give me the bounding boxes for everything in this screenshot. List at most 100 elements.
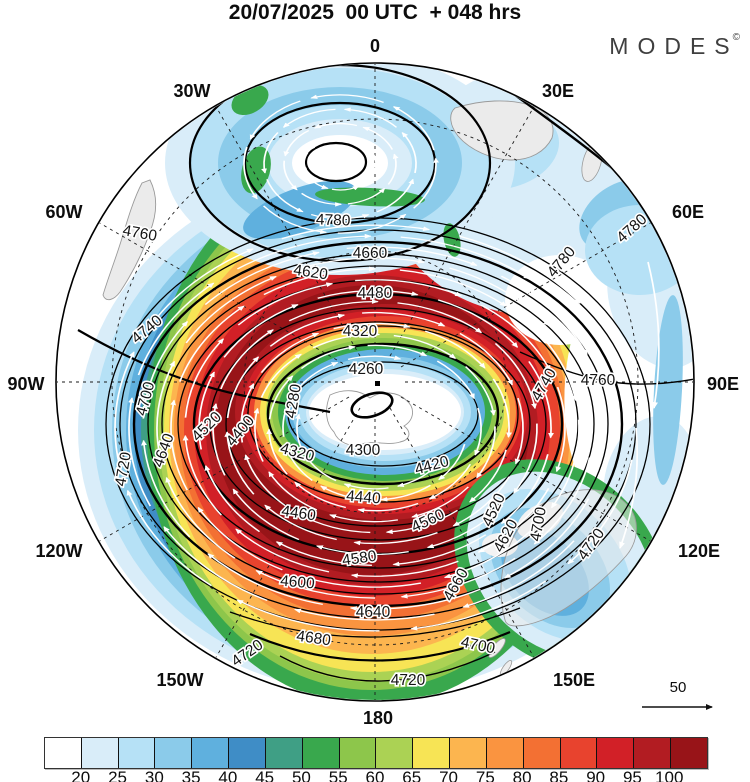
colorbar-tick: 100 — [655, 768, 684, 782]
streamline — [459, 332, 513, 386]
graticule-meridian — [400, 222, 651, 368]
contour-label: 4320 — [343, 323, 378, 340]
colorbar-tick: 50 — [291, 768, 311, 782]
colorbar-tick: 40 — [218, 768, 238, 782]
streamline — [346, 246, 478, 266]
streamline — [226, 356, 260, 418]
colorbar-tick: 35 — [181, 768, 201, 782]
height-contour — [266, 342, 500, 486]
longitude-label: 0 — [370, 36, 380, 56]
streamline — [452, 476, 510, 527]
contour-label: 4580 — [341, 548, 378, 570]
streamline — [300, 345, 356, 369]
streamline — [211, 403, 226, 476]
streamline — [236, 599, 380, 632]
streamline — [297, 361, 339, 390]
contour-label: 4720 — [391, 672, 426, 689]
streamline — [376, 178, 415, 213]
streamline — [480, 304, 551, 371]
map-boundary — [55, 62, 695, 702]
colorbar-tick: 30 — [144, 768, 164, 782]
longitude-label: 60E — [672, 202, 704, 222]
streamline — [503, 498, 590, 579]
colorbar-cell — [229, 738, 266, 768]
colorbar-tick: 60 — [365, 768, 385, 782]
streamline — [266, 428, 288, 475]
streamline — [399, 269, 507, 307]
colorbar-cell — [671, 738, 707, 768]
graticule-meridian — [215, 106, 361, 357]
colorbar-cell — [634, 738, 672, 768]
streamline — [337, 213, 407, 234]
streamline — [146, 248, 254, 330]
colorbar-tick: 55 — [328, 768, 348, 782]
brand-copyright: © — [732, 32, 740, 43]
height-contour — [279, 651, 496, 682]
colorbar-cell — [302, 738, 340, 768]
streamline — [424, 330, 486, 369]
streamline — [500, 454, 549, 524]
streamline — [263, 266, 376, 296]
streamline — [350, 560, 459, 579]
streamline — [266, 179, 304, 213]
streamline — [128, 397, 152, 507]
streamline — [331, 185, 360, 191]
streamline — [523, 319, 578, 402]
streamline — [362, 311, 446, 327]
colorbar-tick: 75 — [475, 768, 495, 782]
colorbar-tick: 45 — [255, 768, 275, 782]
contour-label: 4440 — [345, 488, 381, 508]
streamline — [142, 320, 188, 419]
streamline — [397, 302, 483, 334]
streamline — [249, 100, 301, 140]
east-blue-streak — [653, 295, 683, 485]
top-lobe-contour — [243, 101, 437, 225]
height-contour — [161, 265, 595, 583]
colorbar-cell — [376, 738, 414, 768]
streamline — [315, 545, 409, 556]
height-contour — [77, 329, 331, 414]
streamline — [410, 580, 547, 631]
height-contour — [132, 240, 624, 608]
streamline — [255, 570, 376, 599]
streamline — [385, 509, 459, 535]
top-lobe-green-patch — [315, 187, 425, 207]
height-contour — [247, 325, 519, 503]
contour-label: 4640 — [356, 604, 391, 621]
streamline — [114, 351, 135, 467]
contour-label: 4780 — [316, 211, 351, 229]
streamline — [469, 449, 507, 503]
streamline — [262, 205, 328, 234]
height-contour — [519, 351, 693, 385]
streamline — [179, 305, 245, 382]
streamline — [283, 160, 298, 191]
streamline — [156, 360, 176, 458]
streamline — [310, 214, 370, 220]
colorbar-cell — [118, 738, 156, 768]
streamline — [284, 444, 313, 481]
streamline — [165, 476, 236, 559]
streamline — [477, 488, 550, 553]
streamline — [513, 423, 538, 494]
streamline — [170, 399, 188, 491]
land-africa — [450, 100, 554, 161]
streamline — [459, 235, 581, 304]
streamline — [320, 485, 371, 501]
streamline — [301, 152, 309, 174]
streamline — [268, 471, 318, 511]
colorbar-cell — [155, 738, 193, 768]
streamline — [474, 407, 482, 456]
streamline — [304, 454, 337, 482]
streamline — [514, 397, 524, 465]
streamline — [261, 132, 279, 174]
wind-scale: 50 — [642, 679, 713, 710]
streamline — [428, 463, 472, 500]
graticule-parallel — [243, 250, 507, 514]
streamline — [555, 386, 566, 473]
streamline — [335, 135, 363, 145]
chart-title: 20/07/2025 00 UTC + 048 hrs — [228, 1, 522, 24]
streamline — [313, 123, 358, 129]
colorbar-cell — [560, 738, 598, 768]
longitude-label: 30E — [542, 81, 574, 101]
colorbar-cell — [192, 738, 230, 768]
